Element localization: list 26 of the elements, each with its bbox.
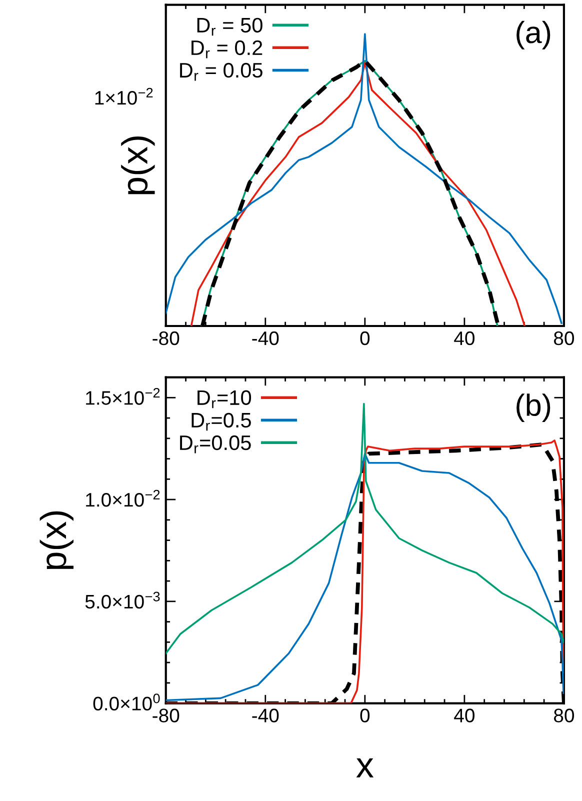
- x-tick-label: -40: [252, 331, 279, 346]
- x-tick-label: 0: [360, 331, 370, 346]
- y-axis-title: p(x): [121, 136, 155, 194]
- y-tick-label: 1.5×10$^{−2}$: [86, 388, 160, 405]
- legend-label: D$_{r}$ = 50: [197, 18, 262, 36]
- x-tick-label: -80: [152, 708, 180, 722]
- legend-label: D$_{r}$ = 0.2: [192, 40, 262, 58]
- x-tick-label: 80: [554, 708, 574, 722]
- y-tick-label: 1.0×10$^{−2}$: [86, 490, 160, 507]
- x-tick-label: 80: [554, 331, 574, 346]
- legend-label: D$_{r}$ = 0.05: [180, 62, 262, 81]
- annotation: (b): [516, 394, 550, 422]
- y-axis-title: p(x): [40, 511, 74, 570]
- x-tick-label: 40: [454, 708, 474, 722]
- x-axis-title: x: [356, 758, 374, 778]
- legend-label: D$_{r}$=0.5: [192, 412, 251, 431]
- legend-label: D$_{r}$=10: [198, 390, 252, 408]
- x-tick-label: 0: [360, 708, 370, 722]
- annotation: (a): [516, 20, 550, 50]
- y-tick-label: 5.0×10$^{−3}$: [85, 592, 160, 609]
- legend-label: D$_{r}$=0.05: [180, 435, 251, 454]
- text: 1×10$^{−2}$: [95, 88, 153, 105]
- x-tick-label: -80: [152, 331, 180, 346]
- x-tick-label: -40: [252, 708, 279, 722]
- y-tick-label: 0.0×10$^{0}$: [93, 694, 160, 710]
- x-tick-label: 40: [454, 331, 474, 346]
